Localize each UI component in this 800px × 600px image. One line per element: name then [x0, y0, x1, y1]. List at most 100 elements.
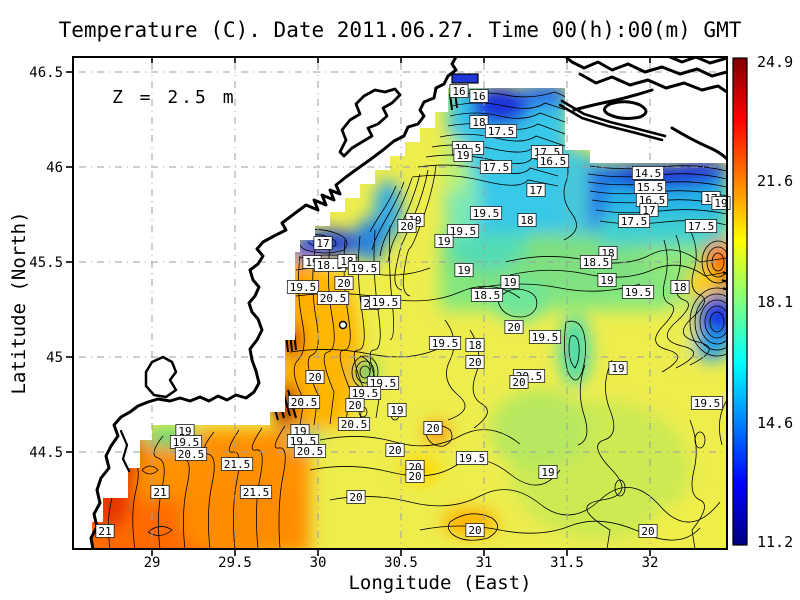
y-tick-label: 46.5 — [29, 65, 63, 81]
contour-label: 17 — [313, 236, 333, 250]
contour-label: 19 — [453, 148, 473, 162]
y-tick-label: 46 — [46, 160, 63, 176]
contour-label-text: 17 — [316, 237, 329, 250]
contour-label-text: 19 — [611, 362, 624, 375]
contour-label-box — [469, 115, 489, 129]
y-tick-label: 44.5 — [29, 445, 63, 461]
contour-label-text: 20 — [337, 277, 350, 290]
contour-label: 16 — [449, 84, 469, 98]
contour-label-box — [500, 275, 520, 289]
contour-label: 19.5 — [455, 451, 489, 465]
contour-label-text: 19 — [178, 425, 191, 438]
contour-label-text: 18.5 — [474, 289, 501, 302]
contour-label: 19 — [175, 424, 195, 438]
contour-label-box — [621, 285, 655, 299]
coastline-hook — [572, 88, 654, 112]
contour-label: 19 — [454, 263, 474, 277]
x-tick-label: 32 — [642, 555, 659, 571]
contour-label: 20 — [385, 443, 405, 457]
contour-label-box — [526, 183, 546, 197]
contour-label-text: 18 — [472, 116, 485, 129]
contour-label: 21.5 — [239, 485, 273, 499]
contour-label-box — [465, 355, 485, 369]
colorbar-tick-label: 21.6 — [757, 172, 793, 190]
contour-label-text: 19 — [437, 235, 450, 248]
contour-label-box — [397, 219, 417, 233]
coastline-east — [670, 126, 727, 161]
contour-label: 18 — [465, 338, 485, 352]
y-tick-label: 45.5 — [29, 255, 63, 271]
coastlines — [89, 57, 727, 549]
contour-label-box — [690, 396, 724, 410]
contour-label: 19.5 — [348, 386, 382, 400]
colorbar-tick-labels: 24.9 21.6 18.1 14.6 11.2 — [757, 53, 793, 551]
contour-label-text: 19.5 — [532, 331, 559, 344]
contour-label-box — [287, 395, 321, 409]
contour-label-text: 19 — [600, 274, 613, 287]
contour-label: 17.5 — [479, 160, 513, 174]
contour-label: 19 — [608, 361, 628, 375]
contour-label-text: 19 — [503, 276, 516, 289]
contour-label-text: 19.5 — [473, 207, 500, 220]
contour-label: 17 — [526, 183, 546, 197]
contour-label-box — [95, 524, 115, 538]
contour-label-text: 19.5 — [459, 452, 486, 465]
contour-label-text: 19 — [456, 149, 469, 162]
contour-label-text: 20 — [426, 422, 439, 435]
x-tick-label: 29.5 — [218, 555, 252, 571]
colorbar-tick-label: 24.9 — [757, 53, 793, 71]
coastline-channel — [119, 429, 131, 473]
contour-label: 18 — [469, 115, 489, 129]
contour-label-box — [579, 255, 613, 269]
contour-label-box — [337, 417, 371, 431]
contour-label-text: 19 — [390, 404, 403, 417]
contour-label-box — [455, 451, 489, 465]
contour-label-box — [347, 261, 381, 275]
coastline-hook-loop — [603, 100, 648, 120]
contour-label: 18.5 — [579, 255, 613, 269]
contour-label-box — [484, 124, 518, 138]
contour-label-box — [711, 196, 731, 210]
contour-label-box — [385, 443, 405, 457]
contour-label: 20 — [638, 524, 658, 538]
coastline-top-corner — [668, 57, 727, 65]
contour-label: 15.5 — [633, 180, 667, 194]
colorbar-gradient — [732, 57, 748, 546]
contour-label-box — [684, 219, 718, 233]
contour-label-box — [469, 206, 503, 220]
colorbar-tick-label: 11.2 — [757, 533, 793, 551]
contour-label-box — [174, 447, 208, 461]
contour-label-text: 15.5 — [637, 181, 664, 194]
contour-label-text: 18 — [520, 214, 533, 227]
contour-label: 19.5 — [428, 336, 462, 350]
contour-label-text: 18 — [468, 339, 481, 352]
contour-label: 20.5 — [287, 395, 321, 409]
contour-label-text: 20 — [348, 399, 361, 412]
contour-label-text: 19 — [541, 466, 554, 479]
contour-label-box — [631, 166, 665, 180]
contour-label-box — [465, 338, 485, 352]
x-axis-label: Longitude (East) — [348, 572, 531, 594]
x-tick-label: 30.5 — [384, 555, 418, 571]
contour-label-text: 21 — [153, 486, 166, 499]
contour-label-box — [617, 214, 651, 228]
plot-title: Temperature (C). Date 2011.06.27. Time 0… — [59, 18, 742, 42]
contour-label-box — [453, 148, 473, 162]
contour-label-text: 17 — [529, 184, 542, 197]
contour-label: 19 — [538, 465, 558, 479]
contour-label: 20 — [334, 276, 354, 290]
contour-label-text: 18 — [673, 281, 686, 294]
contour-label-text: 19.5 — [351, 262, 378, 275]
contour-lines — [107, 91, 727, 549]
contour-label: 14.5 — [631, 166, 665, 180]
contour-label-text: 16.5 — [540, 155, 567, 168]
station-marker — [338, 320, 348, 330]
contour-label-box — [348, 386, 382, 400]
contour-label-text: 16 — [452, 85, 465, 98]
contour-label: 20 — [423, 421, 443, 435]
contour-label-box — [528, 330, 562, 344]
contour-label: 17.5 — [617, 214, 651, 228]
contour-label-box — [479, 160, 513, 174]
contour-label-text: 20 — [308, 371, 321, 384]
